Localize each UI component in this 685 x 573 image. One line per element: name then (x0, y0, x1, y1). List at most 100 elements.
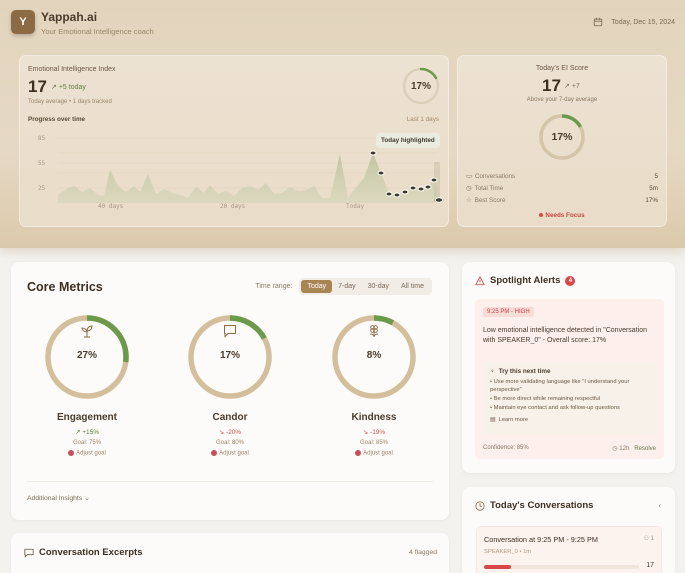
engagement-name: Engagement (56, 412, 117, 423)
flagged-count: 4 flagged (409, 549, 437, 556)
divider (27, 481, 433, 482)
trend-up-icon: ↗ (74, 429, 81, 436)
clock-icon (475, 500, 485, 511)
conversation-score: 17 (646, 562, 654, 569)
warning-icon (475, 275, 485, 285)
engagement-adjust-goal[interactable]: Adjust goal (42, 450, 132, 457)
range-all-time[interactable]: All time (401, 283, 424, 290)
ei-index-card: Emotional Intelligence Index 17 ↗ +5 tod… (19, 55, 449, 227)
logo-letter: Y (19, 16, 27, 28)
spotlight-alerts-card: Spotlight Alerts 4 9:25 PM - HIGH Low em… (462, 262, 675, 473)
alert-item: 9:25 PM - HIGH Low emotional intelligenc… (475, 299, 664, 459)
candor-ring: 17% (187, 314, 273, 400)
excerpts-header: Conversation Excerpts (24, 547, 142, 558)
ei-index-subtitle: Today average • 1 days tracked (28, 99, 112, 105)
todays-conversations-card: Today's Conversations ‹ Conversation at … (462, 487, 675, 573)
today-stats: ▭ Conversations 5 ◷ Total Time 5m ☆ Best Sc… (466, 170, 658, 206)
timer-icon: ◷ (466, 184, 472, 192)
tip-item: • Use more validating language like "I u… (490, 379, 630, 393)
stat-label: Total Time (474, 184, 504, 192)
candor-adjust-goal[interactable]: Adjust goal (185, 450, 275, 457)
adjust-goal-text: Adjust goal (76, 450, 106, 457)
chat-icon: ▭ (466, 172, 472, 180)
conversation-score-bar (484, 565, 639, 569)
additional-insights-toggle[interactable]: Additional Insights ⌄ (27, 494, 90, 502)
progress-chart[interactable]: 85 55 25 40 days 20 days Today (28, 128, 443, 213)
resolve-button[interactable]: Resolve (634, 445, 656, 452)
alert-tips: ♀ Try this next time • Use more validatin… (483, 362, 656, 434)
score-bar-fill (484, 565, 511, 569)
candor-goal: Goal: 80% (215, 440, 245, 446)
kindness-goal: Goal: 85% (359, 440, 389, 446)
today-score-subtitle: Above your 7-day average (526, 97, 598, 103)
ei-index-ring-percent: 17% (410, 80, 431, 92)
conversations-header: Today's Conversations (475, 500, 593, 511)
time-range-options: Today 7-day 30-day All time (299, 278, 432, 295)
status-dot-icon (539, 213, 544, 218)
adjust-goal-text: Adjust goal (219, 450, 249, 457)
snooze-button[interactable]: ◷ 12h (612, 445, 629, 452)
tips-title: Try this next time (498, 368, 551, 375)
progress-label: Progress over time (28, 116, 86, 123)
stat-conversations: ▭ Conversations 5 (466, 170, 658, 182)
collapse-chevron-icon[interactable]: ‹ (658, 501, 661, 510)
book-icon: ▤ (490, 417, 496, 423)
trend-up-icon: ↗ (564, 83, 570, 90)
kindness-percent: 8% (366, 350, 382, 361)
range-30-day[interactable]: 30-day (367, 283, 390, 290)
tip-item: • Maintain eye contact and ask follow-up… (490, 405, 620, 411)
today-ring-percent: 17% (551, 131, 573, 143)
conversation-excerpts-card: Conversation Excerpts 4 flagged (11, 533, 449, 573)
change-text: -20% (226, 429, 242, 436)
today-score-ring: 17% (538, 113, 586, 161)
metric-candor: 17% Candor ↘ -20% Goal: 80% Adjust goal (185, 314, 275, 457)
insights-label: Additional Insights (27, 495, 83, 502)
metric-engagement: 27% Engagement ↗ +15% Goal: 75% Adjust g… (42, 314, 132, 457)
tips-header: ♀ Try this next time (490, 368, 649, 375)
speech-bubble-icon (24, 548, 34, 558)
alert-time: 9:25 PM - HIGH (483, 307, 534, 317)
tips-list: • Use more validating language like "I u… (490, 378, 649, 412)
spotlight-title: Spotlight Alerts (490, 275, 561, 286)
ei-index-ring: 17% (401, 66, 441, 106)
candor-percent: 17% (219, 350, 240, 361)
time-range-label: Time range: (255, 283, 293, 290)
conversation-item[interactable]: Conversation at 9:25 PM - 9:25 PM ⚇ 1 SP… (476, 526, 662, 573)
candor-name: Candor (212, 412, 248, 423)
engagement-change: ↗ +15% (42, 428, 132, 436)
ei-index-score: 17 (28, 77, 47, 96)
chevron-down-icon: ⌄ (84, 495, 90, 502)
range-7-day[interactable]: 7-day (338, 283, 356, 290)
kindness-adjust-goal[interactable]: Adjust goal (329, 450, 419, 457)
spotlight-header: Spotlight Alerts 4 (475, 275, 576, 286)
app-logo[interactable]: Y (11, 10, 35, 34)
snooze-text: 12h (619, 446, 630, 452)
alert-confidence: Confidence: 85% (483, 445, 529, 451)
speech-bubble-icon (224, 325, 236, 338)
ei-delta-text: +5 today (58, 84, 86, 91)
conversations-title: Today's Conversations (490, 500, 594, 511)
core-metrics-title: Core Metrics (27, 280, 103, 294)
x-tick-today: Today (346, 203, 364, 210)
conversation-title: Conversation at 9:25 PM - 9:25 PM (484, 535, 598, 544)
stat-total-time: ◷ Total Time 5m (466, 182, 658, 194)
target-icon (355, 450, 362, 456)
kindness-name: Kindness (351, 412, 397, 423)
stat-label: Best Score (474, 196, 506, 204)
candor-change: ↘ -20% (185, 428, 275, 436)
stat-label: Conversations (474, 172, 516, 180)
lightbulb-icon: ♀ (490, 368, 495, 375)
change-text: +15% (82, 429, 100, 436)
date-text: Today, Dec 15, 2024 (611, 18, 675, 26)
range-today[interactable]: Today (301, 280, 333, 293)
flower-icon (369, 325, 379, 338)
engagement-ring: 27% (44, 314, 130, 400)
learn-more-link[interactable]: ▤ Learn more (490, 417, 649, 423)
sprout-icon (81, 325, 93, 338)
y-tick-25: 25 (38, 185, 46, 192)
clock-icon: ◷ (612, 446, 618, 452)
today-score-title: Today's EI Score (535, 65, 589, 72)
app-tagline: Your Emotional Intelligence coach (41, 27, 154, 36)
kindness-ring: 8% (331, 314, 417, 400)
target-icon (211, 450, 218, 456)
